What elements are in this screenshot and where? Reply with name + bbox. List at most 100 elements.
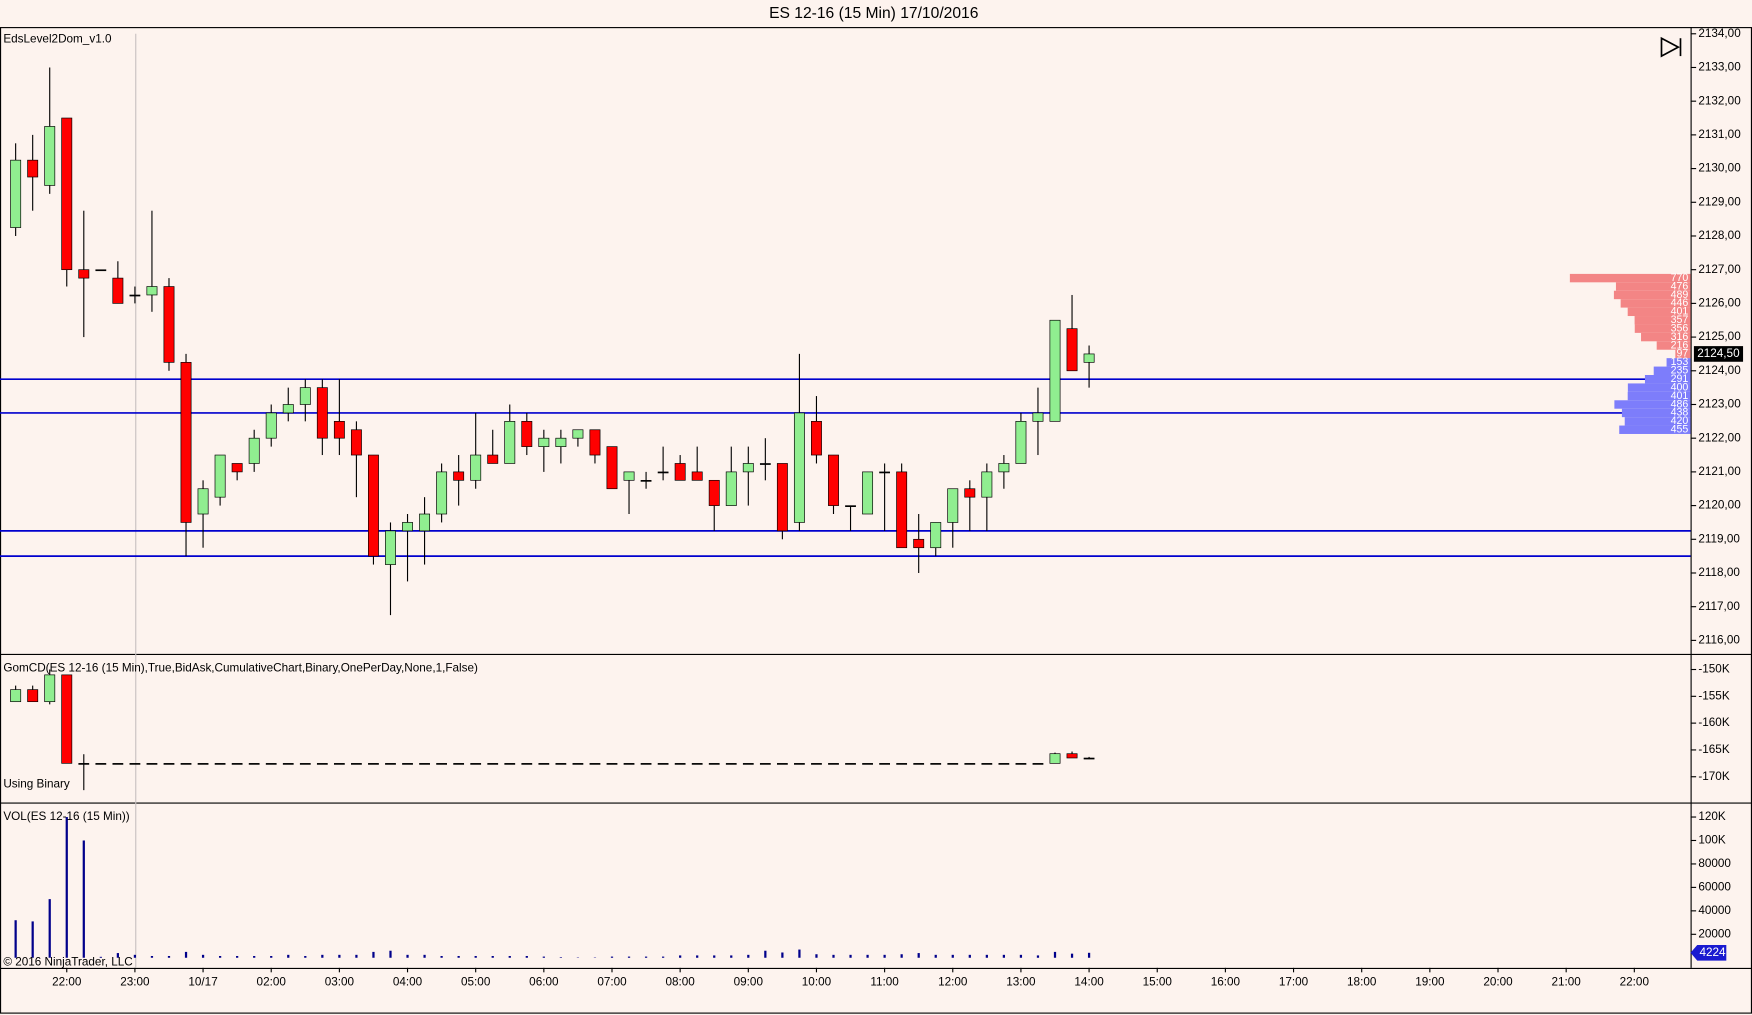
candle-body (282, 404, 294, 414)
x-tick-label: 16:00 (1211, 975, 1241, 988)
volume-bar (832, 954, 835, 958)
candle-body (436, 763, 448, 765)
y-tick-label: 2129,00 (1698, 195, 1741, 208)
candle-body (794, 763, 805, 765)
profile-label: 153 (1671, 356, 1689, 368)
candle-body (742, 463, 754, 473)
candle-body (776, 763, 788, 765)
candle-body (1032, 763, 1044, 765)
y-tick-label: 2125,00 (1698, 330, 1741, 343)
x-tick-label: 08:00 (665, 975, 695, 988)
candle-body (606, 446, 618, 490)
volume-bar (82, 840, 85, 958)
candle-body (725, 471, 737, 506)
candle-body (146, 763, 158, 765)
volume-bar (406, 954, 409, 958)
candle-body (265, 412, 277, 439)
candle-body (521, 421, 533, 447)
candle-body (657, 763, 669, 765)
candle-body (419, 763, 430, 765)
volume-bar (99, 956, 102, 958)
candle-body (1083, 353, 1095, 363)
y-tick-label: 2132,00 (1698, 94, 1741, 107)
profile-label: 420 (1671, 415, 1689, 427)
volume-bar (610, 956, 614, 958)
candle-body (1032, 412, 1044, 422)
candle-body (776, 463, 788, 532)
volume-bar (150, 956, 154, 958)
candle-body (27, 689, 39, 703)
candle-body (1066, 753, 1078, 759)
volume-bar (713, 955, 716, 958)
candle-body (725, 763, 737, 765)
candle-body (385, 763, 396, 765)
y-tick-label: 2131,00 (1698, 128, 1741, 141)
profile-label: 401 (1671, 390, 1689, 402)
candle-body (214, 454, 226, 498)
profile-bar (1627, 307, 1691, 317)
profile-bar (1653, 366, 1691, 375)
candle-body (964, 763, 976, 765)
profile-bar (1641, 332, 1691, 342)
candle-body (163, 763, 175, 765)
profile-label: 446 (1671, 297, 1689, 309)
x-tick-label: 20:00 (1483, 975, 1513, 988)
volume-bar (287, 954, 290, 958)
y-tick-label: 2116,00 (1698, 633, 1740, 646)
volume-bar (661, 956, 665, 958)
candle-body (504, 421, 516, 464)
x-tick-label: 11:00 (870, 975, 899, 988)
x-tick-label: 21:00 (1551, 975, 1581, 988)
profile-label: 356 (1671, 322, 1689, 334)
candle-body (879, 471, 891, 474)
profile-bar (1614, 400, 1691, 409)
candle-body (759, 463, 771, 465)
profile-label: 486 (1671, 398, 1689, 410)
candle-body (759, 763, 771, 765)
volume-bar (201, 954, 205, 958)
volume-bar (968, 954, 971, 958)
y-tick-label: -165K (1698, 743, 1729, 756)
window-title: ES 12-16 (15 Min) 17/10/2016 (769, 5, 978, 22)
x-tick-label: 19:00 (1415, 975, 1445, 988)
candle-body (691, 763, 703, 765)
candle-body (10, 689, 22, 703)
candle-body (112, 277, 124, 304)
candle-body (333, 763, 345, 765)
candle-body (470, 763, 482, 765)
candle-body (930, 522, 942, 549)
profile-bar (1619, 425, 1691, 434)
scroll-end-button[interactable] (1660, 36, 1682, 58)
candle-body (112, 763, 124, 765)
candle-body (180, 362, 192, 523)
candle-body (44, 674, 56, 703)
x-tick-label: 02:00 (257, 975, 287, 988)
profile-label: 357 (1671, 314, 1689, 326)
volume-bar (781, 952, 784, 958)
candle-body (333, 421, 345, 439)
volume-bar (747, 954, 750, 958)
candle-body (487, 454, 499, 464)
volume-bar (798, 949, 801, 958)
candle-body (708, 479, 720, 506)
candle-body (95, 269, 107, 272)
candle-body (78, 763, 90, 765)
volume-bar (627, 956, 631, 958)
candle-body (828, 763, 839, 765)
frame (0, 27, 1752, 1014)
volume-bar (934, 954, 937, 958)
panel-label: GomCD(ES 12-16 (15 Min),True,BidAsk,Cumu… (3, 661, 478, 674)
volume-bar (849, 954, 852, 958)
y-tick-label: 2134,00 (1698, 27, 1741, 40)
candle-body (27, 159, 39, 178)
candle-body (674, 463, 686, 481)
candle-body (913, 538, 925, 549)
profile-label: 489 (1671, 289, 1689, 301)
profile-label: 455 (1671, 424, 1689, 436)
candle-body (947, 763, 959, 765)
y-tick-label: 120K (1698, 810, 1726, 823)
candle-body (402, 763, 413, 765)
x-tick-label: 07:00 (597, 975, 627, 988)
